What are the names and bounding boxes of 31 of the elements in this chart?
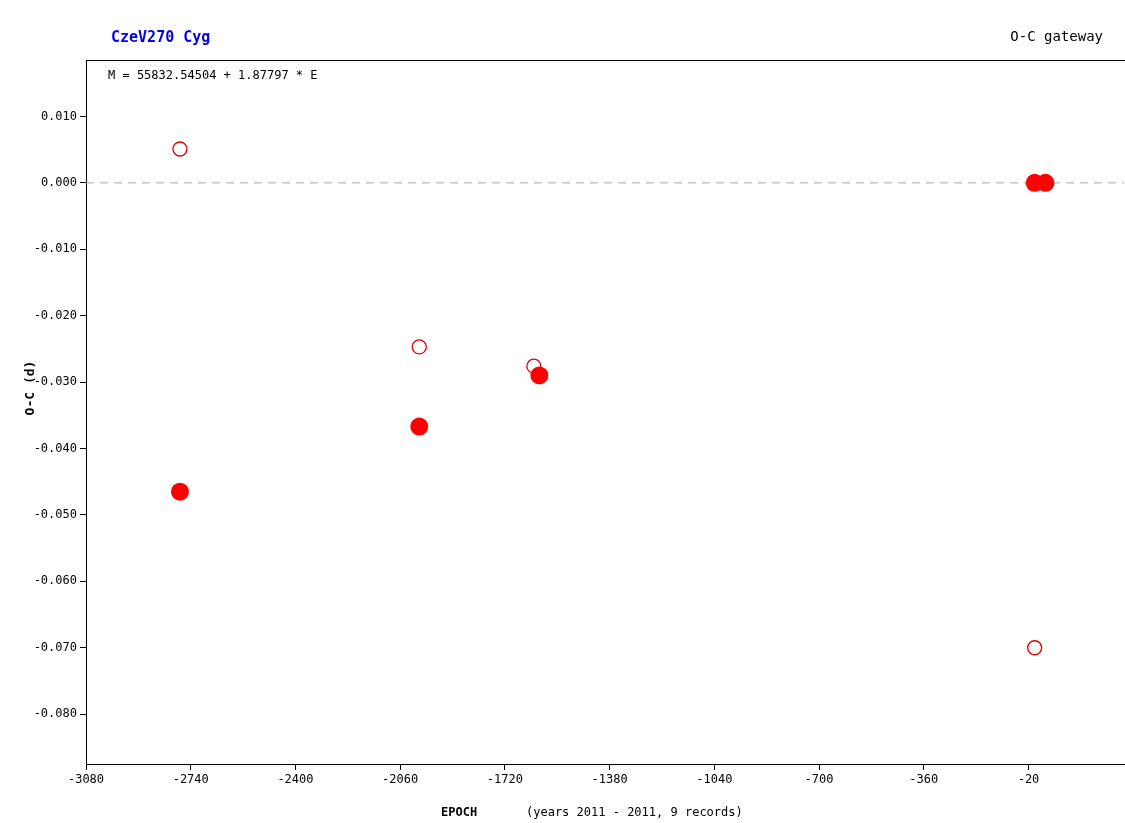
point [172,141,188,157]
x-tick-label: -2400 [277,772,314,787]
x-tick-label: -2740 [172,772,209,787]
annotation: M = 55832.54504 + 1.87797 * E [108,68,318,82]
y-tick-label: -0.080 [33,706,77,721]
text: O-C gateway [1010,28,1103,44]
y-tick-label: 0.010 [40,108,77,123]
x-tick-label: -3080 [67,772,105,787]
y-tick-label: -0.010 [33,241,77,256]
point [410,417,429,436]
y-tick-label: -0.060 [33,573,77,588]
text: (years 2011 - 2011, 9 records) [526,805,743,819]
y-tick-label: -0.020 [33,307,77,322]
point [411,339,427,355]
y-axis-title: O-C (d) [21,360,37,416]
x-tick-label: -1040 [696,772,733,787]
x-tick-label: -700 [804,772,834,787]
point [530,366,549,385]
x-tick-label: -360 [909,772,939,787]
point [1027,640,1043,656]
chart-title: CzeV270 Cyg [111,28,211,46]
y-tick-label: 0.000 [40,174,77,189]
y-tick-label: -0.070 [33,639,77,654]
point [170,482,189,501]
y-tick-label: -0.040 [33,440,77,455]
x-tick-label: -20 [1017,772,1040,787]
x-tick-label: -1380 [591,772,628,787]
x-axis-title: EPOCH [441,805,478,819]
x-tick-label: -2060 [382,772,419,787]
y-tick-label: -0.050 [33,507,77,522]
x-tick-label: -1720 [486,772,523,787]
